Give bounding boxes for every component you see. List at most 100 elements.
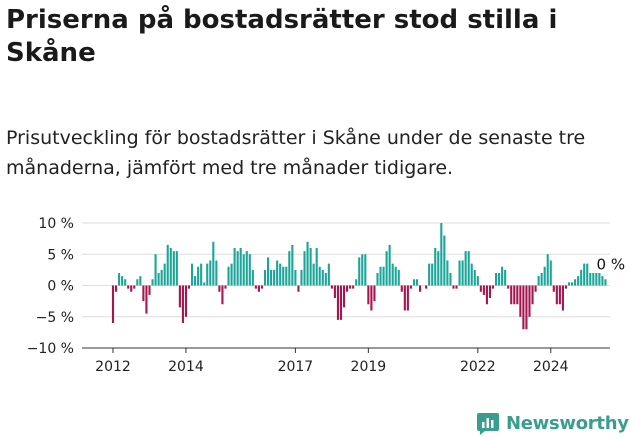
chart-title: Priserna på bostadsrätter stod stilla i … bbox=[6, 5, 558, 68]
bar bbox=[169, 248, 172, 286]
bar bbox=[124, 279, 127, 286]
newsworthy-logo-icon bbox=[477, 413, 499, 435]
bar bbox=[598, 273, 601, 286]
bar bbox=[133, 285, 136, 289]
bar bbox=[148, 285, 151, 295]
bar bbox=[561, 285, 564, 311]
bar bbox=[415, 279, 419, 286]
bar bbox=[297, 285, 300, 292]
bar bbox=[190, 263, 194, 286]
bar bbox=[382, 266, 385, 286]
bar bbox=[257, 285, 260, 292]
bar bbox=[121, 276, 124, 286]
bar bbox=[166, 244, 169, 286]
bar bbox=[425, 285, 428, 289]
bar bbox=[461, 260, 464, 286]
bar bbox=[498, 273, 501, 286]
bar bbox=[361, 254, 364, 286]
bar bbox=[601, 276, 604, 286]
bar bbox=[458, 260, 461, 286]
bar bbox=[324, 273, 327, 286]
bar bbox=[160, 269, 163, 286]
bar bbox=[233, 248, 236, 286]
bar bbox=[163, 263, 166, 286]
bar bbox=[540, 273, 543, 286]
bar bbox=[318, 266, 321, 286]
bar bbox=[464, 251, 467, 286]
bar bbox=[589, 273, 592, 286]
bar bbox=[306, 241, 309, 286]
bar bbox=[388, 244, 391, 286]
bar bbox=[151, 279, 154, 286]
bar bbox=[111, 285, 115, 323]
bar bbox=[513, 285, 516, 305]
x-tick-label: 2019 bbox=[351, 359, 387, 375]
bar bbox=[181, 285, 184, 323]
bar bbox=[592, 273, 595, 286]
bar bbox=[431, 263, 434, 286]
bar bbox=[346, 285, 349, 292]
bar bbox=[184, 285, 188, 317]
bar bbox=[440, 223, 443, 286]
chart-annotations: 0 % bbox=[597, 256, 626, 274]
bar bbox=[355, 279, 358, 286]
bar bbox=[187, 285, 191, 289]
bar bbox=[209, 260, 212, 286]
bar bbox=[154, 254, 157, 286]
bar bbox=[403, 285, 406, 311]
bar bbox=[455, 285, 458, 289]
bar bbox=[449, 273, 452, 286]
bar bbox=[537, 276, 540, 286]
bar bbox=[473, 269, 476, 286]
bar bbox=[327, 263, 330, 286]
y-tick-label: 5 % bbox=[47, 247, 74, 263]
bar bbox=[385, 251, 388, 286]
bar bbox=[282, 266, 285, 286]
bar bbox=[552, 285, 555, 292]
bar bbox=[510, 285, 513, 305]
bar bbox=[479, 285, 482, 292]
bar bbox=[300, 269, 303, 286]
bar bbox=[428, 263, 431, 286]
bar bbox=[577, 276, 580, 286]
bar bbox=[270, 269, 273, 286]
bar bbox=[114, 285, 118, 292]
bar bbox=[412, 279, 416, 286]
bar bbox=[367, 285, 370, 305]
bar bbox=[501, 266, 504, 286]
bar bbox=[130, 285, 133, 292]
bar bbox=[516, 285, 519, 305]
bar bbox=[157, 273, 160, 286]
bar bbox=[215, 260, 218, 286]
bar bbox=[574, 279, 577, 286]
bar bbox=[446, 260, 449, 286]
bar bbox=[142, 285, 145, 302]
bar bbox=[564, 285, 568, 289]
last-value-label: 0 % bbox=[597, 256, 626, 274]
x-tick-label: 2014 bbox=[168, 359, 204, 375]
bar bbox=[485, 285, 488, 305]
bar bbox=[467, 251, 470, 286]
bar bbox=[370, 285, 373, 311]
bar-chart: 10 % 5 % 0 % −5 % −10 % 2012 2014 2017 2019 2022… bbox=[27, 216, 626, 375]
bar bbox=[245, 251, 248, 286]
bar bbox=[212, 241, 215, 286]
bar bbox=[437, 251, 440, 286]
bar bbox=[583, 263, 586, 286]
bar bbox=[248, 254, 251, 286]
bar bbox=[221, 285, 224, 305]
bar bbox=[470, 263, 473, 286]
bar bbox=[586, 263, 589, 286]
bar bbox=[303, 251, 306, 286]
bar bbox=[406, 285, 409, 311]
bar bbox=[522, 285, 525, 330]
bar bbox=[309, 248, 312, 286]
y-tick-label: 0 % bbox=[47, 279, 74, 295]
bar bbox=[339, 285, 343, 320]
bar bbox=[580, 269, 583, 286]
bar bbox=[279, 263, 282, 286]
bar bbox=[260, 285, 264, 289]
bar bbox=[409, 285, 412, 289]
bar bbox=[239, 248, 242, 286]
bar bbox=[494, 273, 498, 286]
